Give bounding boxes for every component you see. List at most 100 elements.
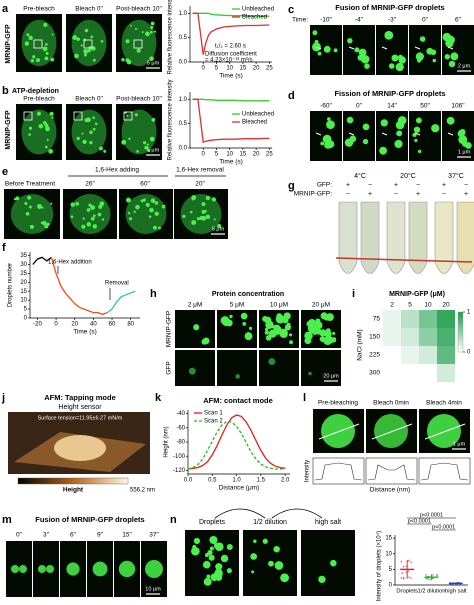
droplet xyxy=(315,318,321,324)
p-value: p<0.0001 xyxy=(420,512,443,518)
profile-box xyxy=(418,457,471,485)
droplet xyxy=(269,323,274,328)
droplet xyxy=(46,138,49,141)
droplet xyxy=(51,33,54,36)
droplet xyxy=(332,331,336,335)
droplet xyxy=(150,21,155,26)
droplet xyxy=(126,197,132,203)
droplet xyxy=(308,371,312,376)
droplet xyxy=(145,31,150,37)
panel-title: Fusion of MRNIP-GFP droplets xyxy=(335,3,444,12)
arrow xyxy=(348,46,355,50)
label: 10 μM xyxy=(270,302,288,309)
x-tick-label: 10 xyxy=(226,66,233,72)
label: MRNIP-GFP (μM) xyxy=(389,291,445,298)
marker-line xyxy=(335,257,473,263)
x-tick-label: 5 xyxy=(215,152,219,158)
droplet xyxy=(202,560,211,569)
droplet xyxy=(129,24,132,27)
heatmap-cell xyxy=(401,328,419,346)
legend-label: Unbleached xyxy=(242,112,274,118)
micrograph xyxy=(217,350,257,386)
panel-letter: b xyxy=(2,85,9,97)
droplet xyxy=(268,329,277,338)
droplet xyxy=(448,60,456,68)
droplet xyxy=(450,52,459,61)
nucleus xyxy=(21,109,57,155)
droplet xyxy=(268,358,276,366)
profile-curve xyxy=(314,462,363,481)
line-profile xyxy=(371,423,413,440)
y-tick-label: -120 xyxy=(173,468,186,474)
droplet xyxy=(118,560,136,578)
droplet xyxy=(211,197,217,202)
tube xyxy=(360,201,380,274)
droplet xyxy=(417,149,422,154)
y-axis-label: NaCl (mM) xyxy=(357,329,364,360)
droplet xyxy=(446,116,455,125)
droplet xyxy=(86,208,91,212)
droplet xyxy=(134,27,138,31)
heatmap-cell xyxy=(437,346,455,364)
droplet xyxy=(229,314,233,319)
droplet xyxy=(92,116,95,120)
heatmap-cell xyxy=(437,328,455,346)
droplet xyxy=(50,202,53,205)
droplet xyxy=(72,35,78,40)
roi xyxy=(23,111,33,121)
droplet xyxy=(149,207,154,213)
nucleus xyxy=(71,19,107,67)
droplet xyxy=(205,196,210,201)
droplet xyxy=(347,37,353,44)
label: Pre-bleaching xyxy=(318,400,358,407)
label: MRNIP-GFP: xyxy=(294,191,332,198)
droplet xyxy=(364,63,370,69)
droplet xyxy=(83,49,89,54)
heatmap-cell xyxy=(401,310,419,328)
y-tick-label: 1.0 xyxy=(179,97,188,103)
droplet xyxy=(38,565,46,573)
legend-label: Scan 2 xyxy=(204,419,223,425)
droplet xyxy=(19,565,27,573)
droplet xyxy=(284,324,292,331)
label: + xyxy=(368,191,372,198)
label: − xyxy=(416,182,420,189)
droplet xyxy=(86,222,91,227)
droplet xyxy=(126,114,129,117)
label: + xyxy=(346,182,350,189)
label: -10" xyxy=(320,17,332,24)
y-tick-label: 0 xyxy=(389,583,393,589)
y-axis-label: Height (nm) xyxy=(164,426,170,457)
series-line xyxy=(50,257,108,316)
droplet xyxy=(189,210,193,214)
series-line xyxy=(192,12,270,17)
row-label: 75 xyxy=(373,316,381,323)
droplet xyxy=(320,338,325,342)
label: Time: xyxy=(292,17,308,24)
droplet xyxy=(28,35,33,41)
x-axis-label: Time (s) xyxy=(219,159,243,166)
label: -60" xyxy=(320,103,332,110)
y-tick-label: 25 xyxy=(20,271,27,277)
label: 20 μM xyxy=(312,302,330,309)
droplet xyxy=(395,62,404,72)
droplet xyxy=(205,214,211,220)
point-cloud xyxy=(408,576,411,579)
heatmap-cell xyxy=(383,364,401,382)
droplet xyxy=(235,374,240,379)
column-label: 5 xyxy=(408,302,412,309)
scale-label: 20 μm xyxy=(323,373,339,379)
point-cloud xyxy=(410,561,413,564)
droplet xyxy=(458,135,468,145)
droplet xyxy=(150,198,156,204)
y-tick-label: 15 xyxy=(385,536,392,542)
arrow xyxy=(414,132,421,136)
droplet xyxy=(215,563,223,571)
droplet xyxy=(151,118,156,122)
label: + xyxy=(442,182,446,189)
y-tick-label: 35 xyxy=(20,253,27,259)
point-cloud xyxy=(425,577,428,580)
droplet xyxy=(45,51,49,55)
label: ATP-depletion xyxy=(12,88,59,95)
droplet xyxy=(15,196,20,201)
